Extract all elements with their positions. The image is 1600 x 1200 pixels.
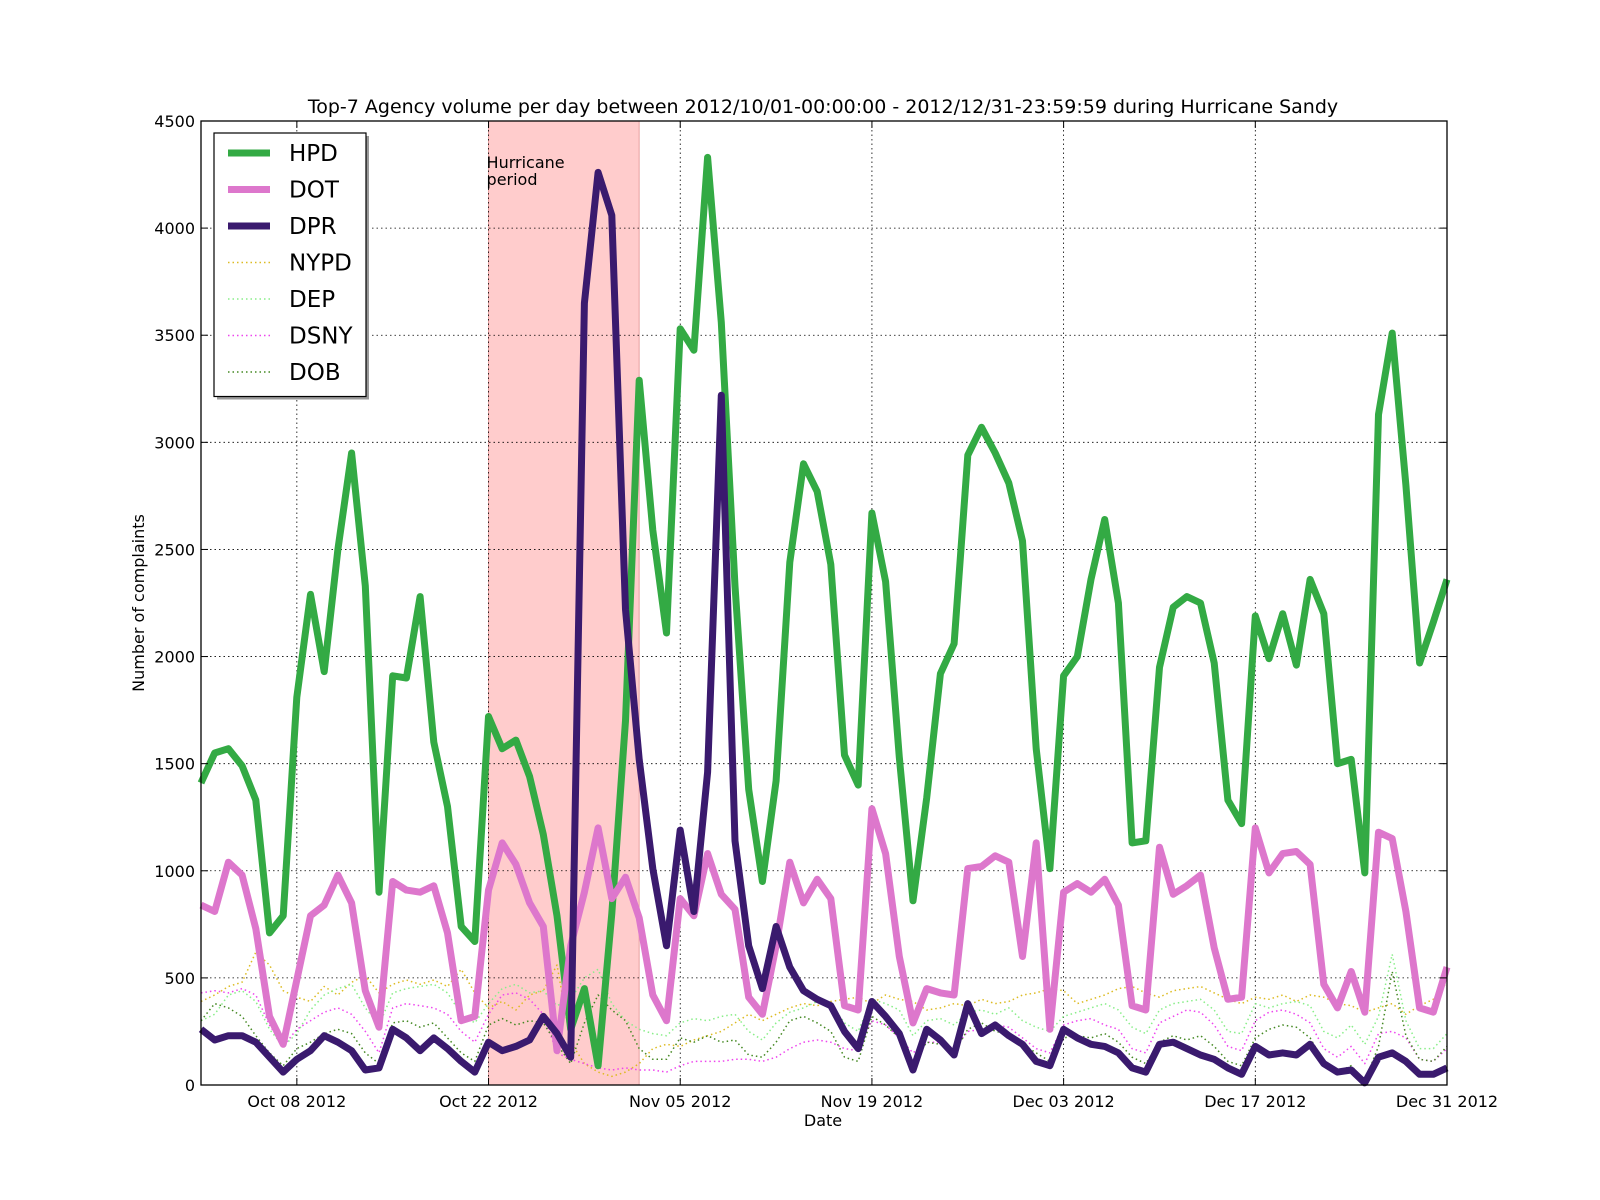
legend: HPD DOT DPR NYPD DEP DSNY DOB [213, 132, 369, 400]
series-lines [197, 153, 1451, 1087]
axis-ticks: 0 500 1000 1500 2000 2500 3000 3500 4000 4500 Oct … [154, 112, 1498, 1111]
y-tick-label: 2500 [154, 540, 195, 559]
x-tick-label: Oct 22 2012 [439, 1092, 538, 1111]
series-line-hpd [197, 153, 1451, 1070]
y-tick-label: 4000 [154, 219, 195, 238]
legend-label: NYPD [289, 251, 352, 277]
y-tick-label: 4500 [154, 112, 195, 131]
legend-box [213, 132, 367, 398]
annotation-line: period [487, 170, 538, 189]
series-line-dpr [198, 168, 1449, 1087]
series-line-dot [199, 805, 1451, 1055]
y-tick-label: 3500 [154, 326, 195, 345]
plot-frame [200, 120, 1448, 1086]
legend-label: DPR [289, 214, 337, 240]
chart-title: Top-7 Agency volume per day between 2012… [307, 96, 1338, 118]
series-line-nypd [200, 951, 1448, 1078]
y-tick-label: 0 [185, 1076, 195, 1095]
hurricane-period-label: Hurricane period [487, 153, 565, 189]
y-tick-label: 1500 [154, 755, 195, 774]
x-tick-label: Nov 05 2012 [629, 1092, 731, 1111]
x-tick-label: Nov 19 2012 [821, 1092, 923, 1111]
x-tick-label: Dec 31 2012 [1396, 1092, 1498, 1111]
x-axis-label: Date [804, 1111, 842, 1130]
y-tick-label: 1000 [154, 862, 195, 881]
legend-label: DOB [289, 360, 341, 386]
y-tick-label: 3000 [154, 433, 195, 452]
legend-label: DSNY [289, 324, 354, 350]
x-tick-label: Dec 03 2012 [1013, 1092, 1115, 1111]
annotation-line: Hurricane [487, 153, 565, 172]
y-axis-label: Number of complaints [129, 514, 148, 692]
y-tick-label: 500 [164, 969, 195, 988]
y-tick-label: 2000 [154, 648, 195, 667]
legend-label: DEP [289, 287, 335, 313]
legend-label: HPD [289, 141, 338, 167]
legend-label: DOT [289, 178, 340, 204]
x-tick-label: Dec 17 2012 [1204, 1092, 1306, 1111]
x-tick-label: Oct 08 2012 [247, 1092, 346, 1111]
